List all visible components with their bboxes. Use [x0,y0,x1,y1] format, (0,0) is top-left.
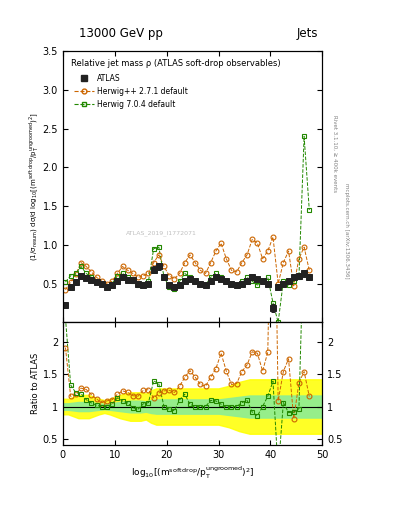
Y-axis label: Ratio to ATLAS: Ratio to ATLAS [31,353,40,415]
Y-axis label: (1/σ$_{\rm resum}$) dσ/d log$_{10}$[(m$^{\rm soft\,drop}$/p$_{\rm T}^{\rm ungroo: (1/σ$_{\rm resum}$) dσ/d log$_{10}$[(m$^… [28,112,41,261]
Text: mcplots.cern.ch [arXiv:1306.3436]: mcplots.cern.ch [arXiv:1306.3436] [344,183,349,278]
Text: 13000 GeV pp: 13000 GeV pp [79,27,162,40]
Legend: ATLAS, Herwig++ 2.7.1 default, Herwig 7.0.4 default: ATLAS, Herwig++ 2.7.1 default, Herwig 7.… [75,74,188,109]
X-axis label: log$_{10}$[(m$^{\rm soft\,drop}$/p$_{\rm T}^{\rm ungroomed}$)$^{2}$]: log$_{10}$[(m$^{\rm soft\,drop}$/p$_{\rm… [131,464,254,481]
Text: Rivet 3.1.10, ≥ 400k events: Rivet 3.1.10, ≥ 400k events [332,115,337,192]
Text: ATLAS_2019_I1772071: ATLAS_2019_I1772071 [126,230,197,236]
Text: Jets: Jets [297,27,318,40]
Text: Relative jet mass ρ (ATLAS soft-drop observables): Relative jet mass ρ (ATLAS soft-drop obs… [71,59,280,68]
